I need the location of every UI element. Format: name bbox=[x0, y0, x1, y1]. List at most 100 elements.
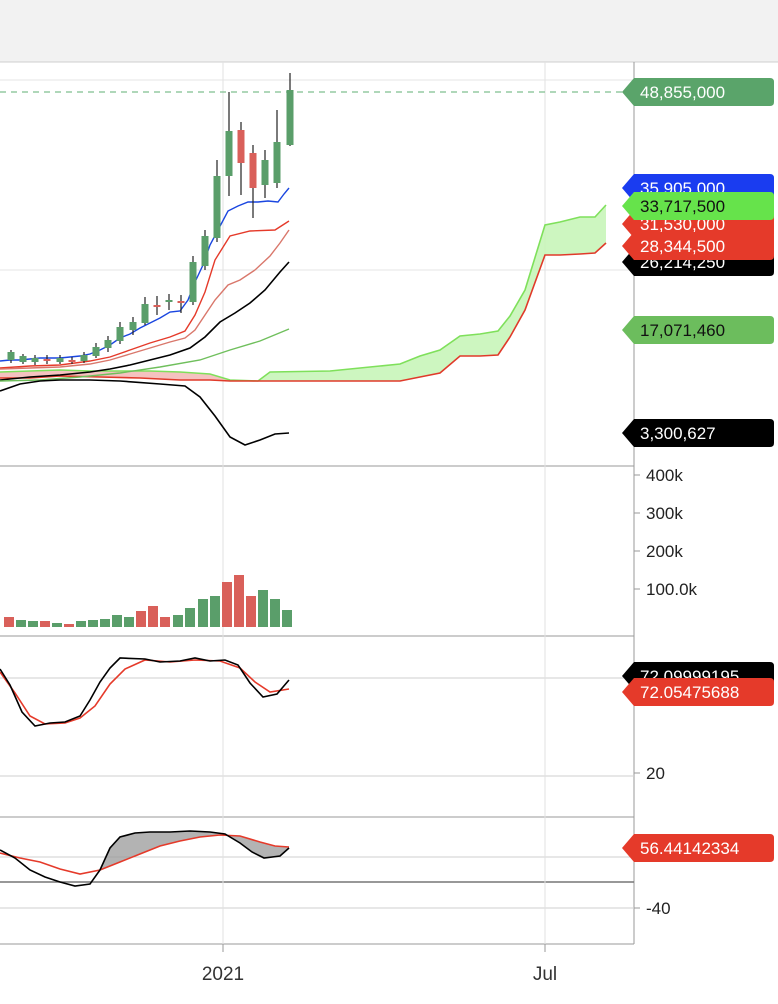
price-label-tag bbox=[622, 316, 774, 344]
price-label-text: 48,855,000 bbox=[640, 83, 725, 102]
volume-bar bbox=[88, 620, 98, 627]
stoch-d-line bbox=[0, 659, 290, 725]
volume-bar bbox=[124, 617, 134, 627]
volume-bar bbox=[234, 575, 244, 627]
candle-body bbox=[80, 355, 88, 361]
stochastic-pane[interactable] bbox=[0, 657, 290, 727]
price-label-tag bbox=[622, 419, 774, 447]
candle-body bbox=[129, 322, 137, 330]
axis-labels: 400k 300k 200k 100.0k 20 -40 2021 Jul bbox=[202, 466, 698, 985]
price-label: 17,071,460 bbox=[622, 316, 774, 344]
candle-body bbox=[189, 262, 197, 302]
price-label-tag bbox=[622, 678, 774, 706]
oscillator-main-line bbox=[0, 830, 290, 887]
candle-body bbox=[43, 359, 51, 361]
candle-body bbox=[31, 358, 39, 362]
candle-body bbox=[213, 176, 221, 238]
candle-body bbox=[177, 301, 185, 303]
volume-bar bbox=[136, 611, 146, 627]
price-label: 28,344,500 bbox=[622, 232, 774, 260]
price-label-tag bbox=[622, 192, 774, 220]
candle-body bbox=[261, 160, 269, 185]
top-bar bbox=[0, 0, 778, 62]
price-label: 3,300,627 bbox=[622, 419, 774, 447]
price-label-tag bbox=[622, 78, 774, 106]
cloud-green-area bbox=[258, 205, 606, 381]
candle-body bbox=[237, 130, 245, 163]
candle-body bbox=[7, 352, 15, 360]
price-label: 72.05475688 bbox=[622, 678, 774, 706]
candle-body bbox=[153, 305, 161, 307]
volume-bar bbox=[185, 608, 195, 627]
volume-bar bbox=[282, 610, 292, 627]
ma_green-line bbox=[0, 328, 290, 382]
oscillator-signal-line bbox=[0, 834, 290, 875]
candle-body bbox=[225, 131, 233, 176]
oscillator-fill bbox=[100, 831, 289, 870]
candle-body bbox=[273, 142, 281, 183]
volume-bar bbox=[28, 621, 38, 627]
candle-body bbox=[286, 90, 294, 145]
volume-pane[interactable] bbox=[4, 575, 292, 627]
main-pane[interactable] bbox=[0, 73, 634, 446]
volume-bar bbox=[100, 619, 110, 627]
ma_long_black-line bbox=[0, 261, 290, 381]
x-tick-label: Jul bbox=[533, 964, 557, 985]
ma_short-line bbox=[0, 229, 290, 370]
price-label: 33,717,500 bbox=[622, 192, 774, 220]
price-label-tag bbox=[622, 834, 774, 862]
price-label-text: 56.44142334 bbox=[640, 839, 739, 858]
volume-bar bbox=[198, 599, 208, 627]
volume-tick-label: 300k bbox=[646, 504, 683, 523]
volume-tick-label: 100.0k bbox=[646, 580, 698, 599]
price-label-tag bbox=[622, 232, 774, 260]
stoch-k-line bbox=[0, 657, 290, 727]
price-label-text: 72.05475688 bbox=[640, 683, 739, 702]
lagging-line bbox=[0, 379, 290, 446]
volume-bar bbox=[112, 615, 122, 627]
candle-body bbox=[249, 153, 257, 188]
candle-body bbox=[141, 304, 149, 323]
price-label-text: 3,300,627 bbox=[640, 424, 716, 443]
volume-bar bbox=[148, 606, 158, 627]
senkou-span-a bbox=[0, 204, 607, 382]
kijun-line bbox=[0, 220, 290, 369]
volume-bar bbox=[76, 621, 86, 627]
price-labels: 48,855,00035,905,00026,214,25031,530,000… bbox=[622, 78, 774, 862]
volume-tick-label: 400k bbox=[646, 466, 683, 485]
volume-bar bbox=[210, 596, 220, 627]
candle-body bbox=[104, 340, 112, 348]
candle-body bbox=[92, 347, 100, 356]
oscillator-pane[interactable] bbox=[0, 830, 290, 887]
chart-frame bbox=[0, 0, 778, 952]
volume-bar bbox=[173, 615, 183, 627]
price-label: 48,855,000 bbox=[622, 78, 774, 106]
candle-body bbox=[116, 327, 124, 341]
candle-body bbox=[165, 300, 173, 302]
volume-bar bbox=[222, 582, 232, 627]
volume-bar bbox=[270, 599, 280, 627]
senkou-span-b bbox=[0, 242, 607, 382]
volume-tick-label: 200k bbox=[646, 542, 683, 561]
candle-body bbox=[19, 356, 27, 362]
volume-bar bbox=[246, 596, 256, 627]
volume-bar bbox=[16, 620, 26, 627]
price-label: 56.44142334 bbox=[622, 834, 774, 862]
x-tick-label: 2021 bbox=[202, 964, 244, 985]
price-label-text: 28,344,500 bbox=[640, 237, 725, 256]
volume-bar bbox=[52, 623, 62, 627]
volume-bar bbox=[40, 621, 50, 627]
price-label-text: 33,717,500 bbox=[640, 197, 725, 216]
volume-bar bbox=[160, 617, 170, 627]
volume-bar bbox=[4, 617, 14, 627]
stoch-tick-label: 20 bbox=[646, 764, 665, 783]
tenkan-line bbox=[0, 187, 290, 362]
volume-bar bbox=[64, 624, 74, 627]
candle-body bbox=[56, 358, 64, 362]
osc-tick-label: -40 bbox=[646, 899, 671, 918]
volume-bar bbox=[258, 590, 268, 627]
candle-body bbox=[201, 236, 209, 266]
price-label-text: 17,071,460 bbox=[640, 321, 725, 340]
cloud-red-area bbox=[0, 370, 258, 381]
